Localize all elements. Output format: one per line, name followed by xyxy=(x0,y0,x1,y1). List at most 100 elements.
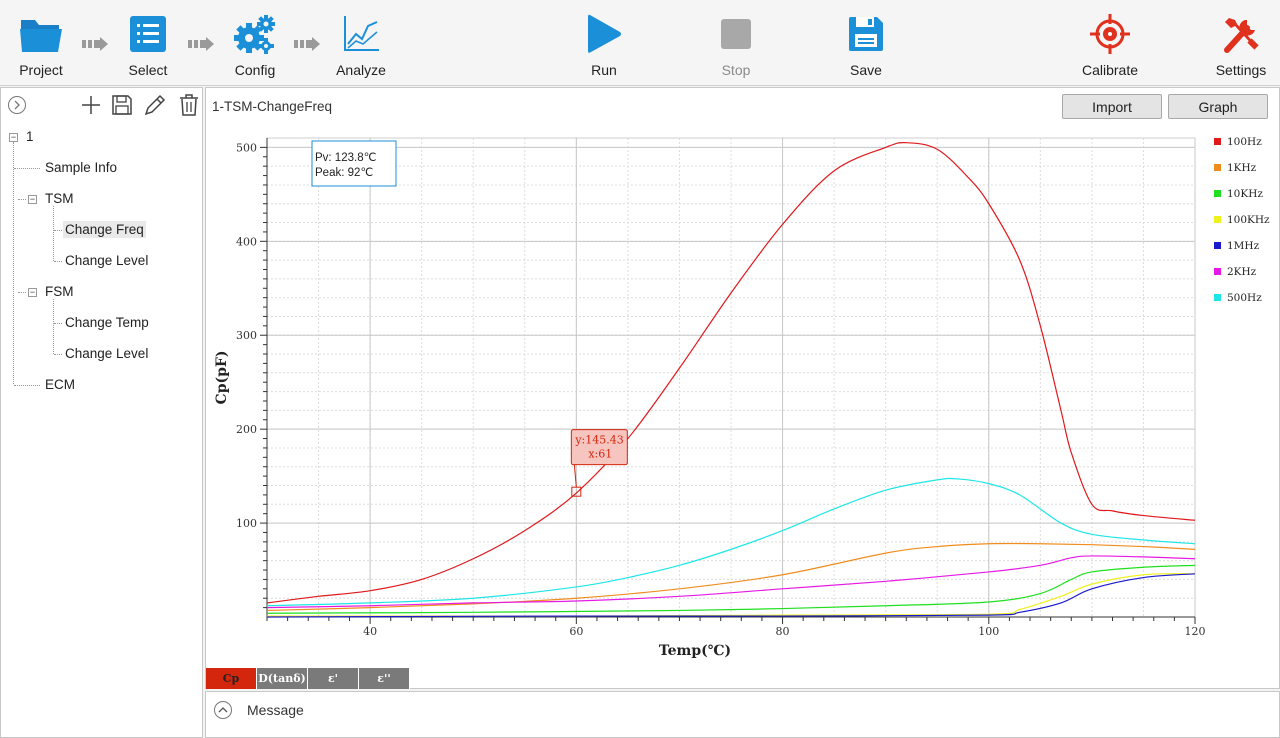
chart-axes: 40 60 80 100 120 100 200 300 400 500 xyxy=(236,138,1206,638)
legend-swatch xyxy=(1214,268,1221,275)
chart-series xyxy=(266,142,1196,618)
tree-connector xyxy=(14,385,40,386)
analyze-button[interactable]: Analyze xyxy=(333,0,389,86)
save-button[interactable]: Save xyxy=(842,0,890,86)
play-icon xyxy=(580,10,628,58)
tree-connector xyxy=(53,299,54,354)
tree-item-fsm-change-temp[interactable]: Change Temp xyxy=(65,315,149,330)
series-line-1khz xyxy=(266,542,1196,612)
save-label: Save xyxy=(850,62,882,78)
wrench-screwdriver-icon xyxy=(1217,10,1265,58)
legend-swatch xyxy=(1214,138,1221,145)
tree-item-fsm[interactable]: FSM xyxy=(45,284,74,299)
tree-item-root[interactable]: 1 xyxy=(26,129,34,144)
toolbar: Project Select Config xyxy=(0,0,1280,86)
cp-chart[interactable]: 40 60 80 100 120 100 200 300 400 500 100Hz 1KHz 10K… xyxy=(206,128,1279,666)
tree-item-tsm-change-freq[interactable]: Change Freq xyxy=(63,221,146,238)
folder-icon xyxy=(17,10,65,58)
plot-area xyxy=(266,137,1196,618)
legend-swatch xyxy=(1214,294,1221,301)
project-label: Project xyxy=(19,62,63,78)
tree-connector xyxy=(53,206,54,261)
chevron-up-icon xyxy=(218,707,228,713)
floppy-disk-icon xyxy=(842,10,890,58)
save-tree-button[interactable] xyxy=(109,92,135,118)
settings-button[interactable]: Settings xyxy=(1212,0,1270,86)
tree-item-tsm[interactable]: TSM xyxy=(45,191,74,206)
project-button[interactable]: Project xyxy=(13,0,69,86)
project-tree-panel: − 1 Sample Info − TSM Change Freq Change… xyxy=(0,87,203,738)
tree-connector xyxy=(18,292,26,293)
import-button[interactable]: Import xyxy=(1062,94,1162,119)
delete-button[interactable] xyxy=(176,92,202,118)
save-icon xyxy=(112,95,132,115)
series-line-10khz xyxy=(266,564,1196,614)
tree-connector xyxy=(18,199,26,200)
config-button[interactable]: Config xyxy=(228,0,282,86)
legend-swatch xyxy=(1214,216,1221,223)
data-point-marker[interactable] xyxy=(571,486,582,497)
tree-item-fsm-change-level[interactable]: Change Level xyxy=(65,346,149,361)
graph-button[interactable]: Graph xyxy=(1168,94,1268,119)
calibrate-label: Calibrate xyxy=(1081,62,1139,78)
series-line-100hz xyxy=(266,142,1196,604)
add-button[interactable] xyxy=(78,92,104,118)
y-tick-label: 100 xyxy=(236,517,257,530)
legend-label[interactable]: 100KHz xyxy=(1227,214,1270,226)
target-icon xyxy=(1086,10,1134,58)
tab-cp[interactable]: Cp xyxy=(206,668,257,689)
list-icon xyxy=(124,10,172,58)
pencil-icon xyxy=(144,94,166,116)
message-bar: Message xyxy=(205,691,1280,738)
tab-epsilon-double-prime[interactable]: ε'' xyxy=(359,668,410,689)
tree-item-ecm[interactable]: ECM xyxy=(45,377,75,392)
run-button[interactable]: Run xyxy=(580,0,628,86)
y-tick-label: 300 xyxy=(236,329,257,342)
main-panel: 1-TSM-ChangeFreq Import Graph 40 60 80 100 1… xyxy=(205,87,1280,689)
chart-legend[interactable]: 100Hz 1KHz 10KHz 100KHz 1MHz 2KHz 500Hz xyxy=(1214,136,1270,304)
x-tick-label: 40 xyxy=(363,625,377,638)
stop-button[interactable]: Stop xyxy=(712,0,760,86)
legend-label[interactable]: 100Hz xyxy=(1227,136,1262,148)
info-pv: Pv: 123.8℃ xyxy=(315,152,377,164)
y-axis-label: Cp(pF) xyxy=(214,351,230,405)
collapse-toggle-tsm[interactable]: − xyxy=(28,194,37,204)
collapse-panel-button[interactable] xyxy=(4,92,30,118)
series-line-1mhz xyxy=(266,573,1196,618)
tree-connector xyxy=(54,261,62,262)
data-tooltip: y:145.43 x:61 xyxy=(570,429,628,497)
settings-label: Settings xyxy=(1215,62,1267,78)
message-toggle-button[interactable] xyxy=(214,701,232,719)
tree-connector xyxy=(54,230,62,231)
analyze-label: Analyze xyxy=(336,62,386,78)
x-tick-label: 120 xyxy=(1185,625,1206,638)
legend-label[interactable]: 2KHz xyxy=(1227,266,1257,278)
legend-label[interactable]: 1MHz xyxy=(1227,240,1260,252)
message-label: Message xyxy=(247,702,304,718)
tab-d-tan[interactable]: D(tanδ) xyxy=(257,668,308,689)
line-chart-icon xyxy=(337,10,385,58)
tree-connector xyxy=(13,142,14,384)
collapse-toggle-fsm[interactable]: − xyxy=(28,287,37,297)
tree-item-sample-info[interactable]: Sample Info xyxy=(45,160,118,175)
calibrate-button[interactable]: Calibrate xyxy=(1079,0,1141,86)
collapse-toggle-root[interactable]: − xyxy=(9,132,18,142)
x-tick-label: 60 xyxy=(569,625,583,638)
info-peak: Peak: 92℃ xyxy=(315,167,373,179)
select-button[interactable]: Select xyxy=(121,0,175,86)
tab-epsilon-prime[interactable]: ε' xyxy=(308,668,359,689)
tree-connector xyxy=(54,323,62,324)
chart-tabs: Cp D(tanδ) ε' ε'' xyxy=(206,668,410,689)
info-box: Pv: 123.8℃ Peak: 92℃ xyxy=(311,140,397,187)
x-tick-label: 80 xyxy=(776,625,790,638)
plus-icon xyxy=(82,96,100,114)
edit-button[interactable] xyxy=(142,92,168,118)
series-line-2khz xyxy=(266,555,1196,609)
arrow-right-icon xyxy=(82,37,108,51)
legend-label[interactable]: 10KHz xyxy=(1227,188,1263,200)
tree-item-tsm-change-level[interactable]: Change Level xyxy=(65,253,149,268)
page-title: 1-TSM-ChangeFreq xyxy=(212,99,333,114)
run-label: Run xyxy=(591,62,617,78)
legend-label[interactable]: 500Hz xyxy=(1227,292,1262,304)
legend-label[interactable]: 1KHz xyxy=(1227,162,1257,174)
